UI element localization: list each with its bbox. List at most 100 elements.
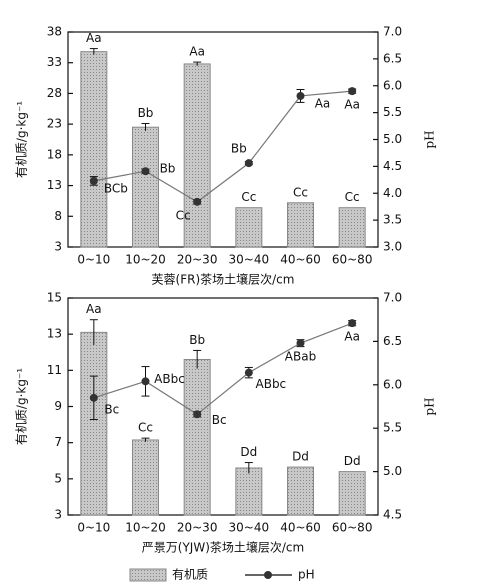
y2-tick-label: 4.5 xyxy=(383,508,402,522)
point-label: Cc xyxy=(176,208,191,222)
y-tick-label: 9 xyxy=(54,399,62,413)
y-tick-label: 15 xyxy=(47,291,62,305)
legend-label: 有机质 xyxy=(172,568,208,582)
bar-label: Dd xyxy=(292,450,309,464)
x-tick-label: 0~10 xyxy=(77,253,110,267)
y-tick-label: 28 xyxy=(47,86,62,100)
x-tick-label: 20~30 xyxy=(177,253,218,267)
y2-tick-label: 7.0 xyxy=(383,291,402,305)
point-label: Bb xyxy=(160,162,176,176)
y-tick-label: 13 xyxy=(47,327,62,341)
y2-tick-label: 5.0 xyxy=(383,132,402,146)
y2-tick-label: 5.0 xyxy=(383,464,402,478)
y2-tick-label: 6.0 xyxy=(383,78,402,92)
bar xyxy=(338,471,366,516)
y2-axis-label: pH xyxy=(423,397,437,415)
bar-label: Cc xyxy=(241,190,256,204)
x-tick-label: 10~20 xyxy=(125,253,166,267)
point xyxy=(193,197,202,206)
y-tick-label: 38 xyxy=(47,25,62,39)
y-tick-label: 3 xyxy=(54,508,62,522)
y2-tick-label: 6.0 xyxy=(383,377,402,391)
bar-label: Cc xyxy=(345,190,360,204)
bar-label: Aa xyxy=(189,45,205,59)
y2-tick-label: 5.5 xyxy=(383,421,402,435)
x-axis-label: 严景万(YJW)茶场土壤层次/cm xyxy=(142,540,304,555)
point xyxy=(193,410,202,419)
point-label: Bb xyxy=(231,142,247,156)
y-tick-label: 8 xyxy=(54,209,62,223)
point xyxy=(141,167,150,176)
bar xyxy=(80,51,108,248)
point-label: Aa xyxy=(315,96,331,110)
bar xyxy=(132,439,159,516)
bar xyxy=(235,467,263,516)
x-tick-label: 60~80 xyxy=(332,521,373,535)
x-tick-label: 60~80 xyxy=(332,253,373,267)
y-tick-label: 13 xyxy=(47,178,62,192)
point xyxy=(141,377,150,386)
x-tick-label: 40~60 xyxy=(280,521,321,535)
y-tick-label: 5 xyxy=(54,471,62,485)
point-label: Aa xyxy=(344,330,360,344)
legend-swatch xyxy=(129,568,167,582)
y2-tick-label: 3.5 xyxy=(383,213,402,227)
point-label: Bc xyxy=(104,402,119,416)
point-label: ABbc xyxy=(256,377,287,391)
point xyxy=(89,393,98,402)
y-tick-label: 23 xyxy=(47,117,62,131)
y2-tick-label: 6.5 xyxy=(383,334,402,348)
y-tick-label: 3 xyxy=(54,240,62,254)
bar-label: Cc xyxy=(138,421,153,435)
point-label: Bc xyxy=(212,413,227,427)
y2-tick-label: 4.0 xyxy=(383,186,402,200)
bar xyxy=(235,207,263,248)
y-tick-label: 18 xyxy=(47,147,62,161)
point xyxy=(348,319,357,328)
y-axis-label: 有机质/g·kg⁻¹ xyxy=(15,368,29,445)
y2-tick-label: 6.5 xyxy=(383,51,402,65)
y-tick-label: 33 xyxy=(47,55,62,69)
x-tick-label: 10~20 xyxy=(125,521,166,535)
plot-frame xyxy=(67,31,379,248)
bar-label: Aa xyxy=(86,302,102,316)
bar-label: Bb xyxy=(189,333,205,347)
y-tick-label: 7 xyxy=(54,435,62,449)
point-label: Aa xyxy=(344,98,360,112)
x-tick-label: 30~40 xyxy=(229,253,270,267)
point xyxy=(89,176,98,185)
legend-marker xyxy=(264,571,272,579)
x-tick-label: 20~30 xyxy=(177,521,218,535)
x-tick-label: 0~10 xyxy=(77,521,110,535)
y-axis-label: 有机质/g·kg⁻¹ xyxy=(15,101,29,178)
x-axis-label: 芙蓉(FR)茶场土壤层次/cm xyxy=(152,272,295,287)
point-label: ABab xyxy=(285,350,316,364)
bar xyxy=(183,358,211,516)
bar xyxy=(132,126,159,248)
bar xyxy=(287,466,314,516)
bar xyxy=(287,202,314,248)
point xyxy=(244,159,253,168)
point xyxy=(244,368,253,377)
bar xyxy=(80,331,108,516)
line xyxy=(93,322,353,416)
point xyxy=(296,91,305,100)
bar-label: Bb xyxy=(138,106,154,120)
point xyxy=(348,87,357,96)
bar-label: Dd xyxy=(240,445,257,459)
point-label: BCb xyxy=(104,181,128,195)
bar xyxy=(338,207,366,248)
x-tick-label: 40~60 xyxy=(280,253,321,267)
bar-label: Cc xyxy=(293,185,308,199)
y2-tick-label: 4.5 xyxy=(383,159,402,173)
y2-axis-label: pH xyxy=(423,130,437,148)
legend-label: pH xyxy=(298,568,315,582)
bar-label: Aa xyxy=(86,31,102,45)
line xyxy=(93,90,353,203)
x-tick-label: 30~40 xyxy=(229,521,270,535)
bar xyxy=(183,63,211,248)
y2-tick-label: 3.0 xyxy=(383,240,402,254)
point-label: ABbc xyxy=(154,372,185,386)
